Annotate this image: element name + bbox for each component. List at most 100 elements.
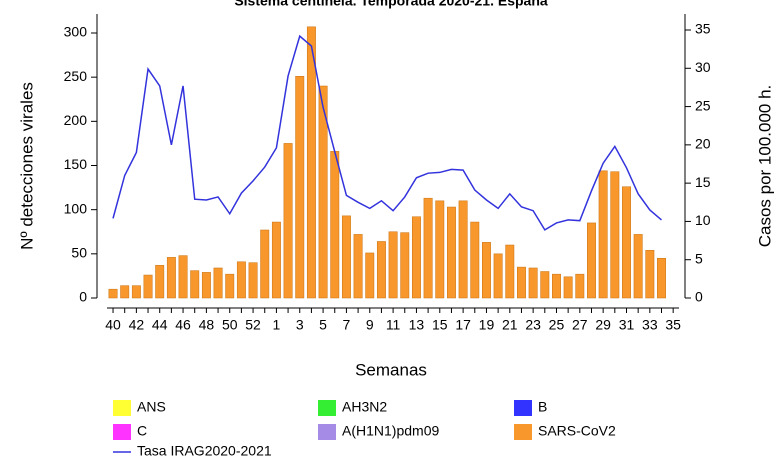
- bar: [201, 272, 211, 299]
- bar: [657, 258, 666, 299]
- legend-label: C: [137, 423, 147, 439]
- x-tick-label: 21: [502, 317, 518, 333]
- bar: [306, 26, 316, 299]
- y-tick-label: 150: [64, 156, 88, 172]
- bar: [248, 262, 258, 299]
- bar: [190, 270, 200, 299]
- bar: [411, 216, 421, 299]
- x-tick-label: 11: [386, 317, 401, 333]
- bar: [236, 261, 246, 299]
- bar: [400, 232, 410, 299]
- bar: [155, 265, 165, 299]
- x-tick-label: 50: [222, 317, 238, 333]
- x-tick-label: 52: [245, 317, 261, 333]
- bar: [353, 234, 363, 299]
- y-tick-label: 100: [64, 200, 88, 216]
- bar: [423, 197, 433, 299]
- bar: [225, 273, 235, 299]
- x-tick-label: 25: [549, 317, 565, 333]
- x-tick-label: 5: [319, 317, 327, 333]
- bar: [470, 221, 480, 299]
- bar: [645, 250, 655, 299]
- bar: [376, 241, 386, 299]
- y2-tick-label: 10: [695, 212, 711, 228]
- x-tick-label: 1: [273, 317, 281, 333]
- bar: [505, 244, 515, 299]
- y2-tick-label: 0: [695, 289, 703, 305]
- x-tick-label: 3: [296, 317, 304, 333]
- x-tick-label: 27: [572, 317, 588, 333]
- x-tick-label: 35: [665, 317, 681, 333]
- bar: [283, 143, 293, 299]
- bar: [610, 171, 620, 299]
- y-tick-label: 200: [64, 112, 88, 128]
- legend-label: A(H1N1)pdm09: [342, 423, 439, 439]
- x-axis-title: Semanas: [355, 360, 427, 379]
- x-tick-label: 33: [642, 317, 658, 333]
- y-tick-label: 300: [64, 24, 88, 40]
- y2-tick-label: 20: [695, 136, 711, 152]
- y-tick-label: 250: [64, 68, 88, 84]
- bar: [213, 267, 223, 299]
- bar: [493, 253, 503, 299]
- bar: [458, 200, 468, 299]
- bar: [446, 206, 456, 299]
- bar: [143, 274, 153, 299]
- legend-swatch: [318, 424, 336, 440]
- chart-title: Sistema centinela. Temporada 2020-21. Es…: [234, 0, 548, 9]
- legend-label: AH3N2: [342, 399, 387, 415]
- legend-swatch: [514, 424, 532, 440]
- bar: [271, 221, 281, 299]
- bar: [517, 266, 526, 299]
- x-tick-label: 17: [455, 317, 471, 333]
- y2-tick-label: 35: [695, 21, 711, 37]
- legend-swatch: [113, 400, 131, 416]
- bar: [435, 200, 445, 299]
- bar: [295, 76, 305, 299]
- bar: [575, 273, 585, 299]
- legend-swatch: [113, 424, 131, 440]
- x-tick-label: 48: [199, 317, 215, 333]
- legend-swatch: [318, 400, 336, 416]
- y2-axis-title: Casos por 100.000 h.: [755, 85, 774, 248]
- x-tick-label: 46: [175, 317, 191, 333]
- x-tick-label: 31: [619, 317, 635, 333]
- bar: [552, 273, 561, 299]
- bar: [622, 186, 631, 299]
- x-tick-label: 15: [432, 317, 448, 333]
- bar: [131, 285, 141, 299]
- line: [112, 34, 662, 231]
- y-axis-title: Nº detecciones virales: [17, 82, 36, 250]
- x-tick-label: 9: [366, 317, 374, 333]
- bar: [318, 85, 328, 299]
- bar: [341, 215, 351, 299]
- bar: [598, 170, 608, 299]
- bar: [587, 222, 596, 299]
- x-tick-label: 13: [409, 317, 425, 333]
- x-tick-label: 23: [525, 317, 541, 333]
- x-tick-label: 7: [343, 317, 351, 333]
- x-tick-label: 40: [105, 317, 121, 333]
- y-tick-label: 0: [79, 289, 87, 305]
- legend-label: ANS: [137, 399, 166, 415]
- bar: [540, 271, 550, 299]
- bar: [120, 285, 130, 299]
- bar: [365, 252, 375, 299]
- y2-tick-label: 5: [695, 250, 703, 266]
- x-tick-label: 44: [152, 317, 168, 333]
- bar: [563, 276, 573, 299]
- legend-label: Tasa IRAG2020-2021: [137, 443, 272, 459]
- x-tick-label: 29: [595, 317, 611, 333]
- bar: [108, 288, 118, 299]
- bar: [482, 242, 491, 299]
- bar: [260, 229, 270, 299]
- y-tick-label: 50: [71, 245, 87, 261]
- legend-swatch: [514, 400, 532, 416]
- bar: [178, 255, 188, 299]
- legend-label: SARS-CoV2: [538, 423, 616, 439]
- legend-label: B: [538, 399, 547, 415]
- x-tick-label: 19: [479, 317, 495, 333]
- y2-tick-label: 25: [695, 97, 711, 113]
- y2-tick-label: 30: [695, 59, 711, 75]
